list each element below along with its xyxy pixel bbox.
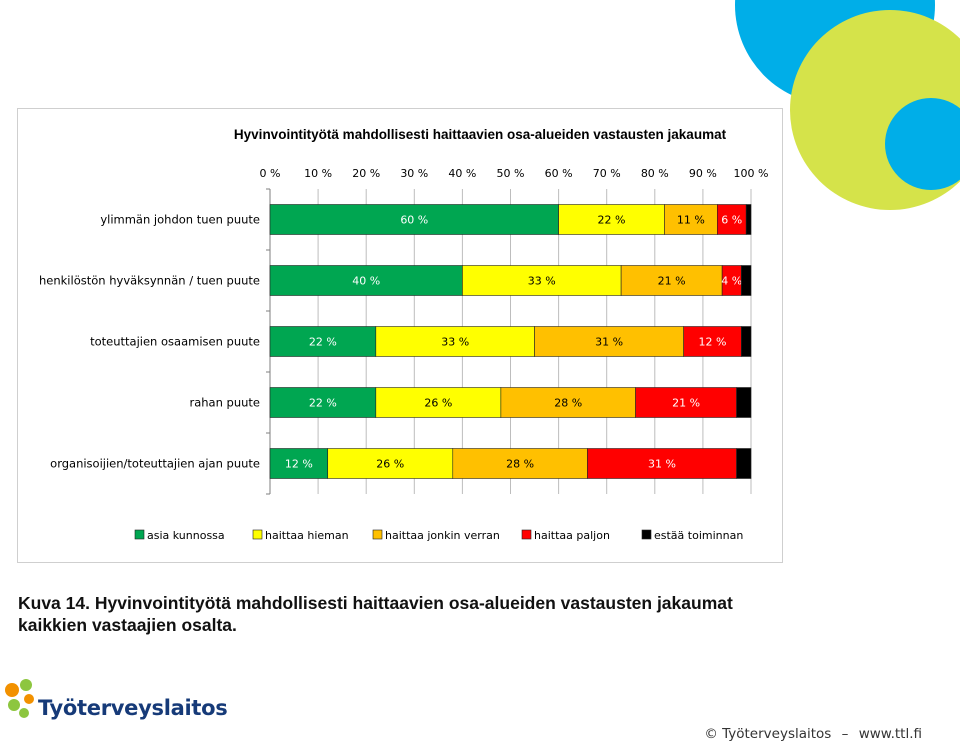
category-label: toteuttajien osaamisen puute — [90, 335, 260, 349]
bar-segment — [269, 387, 377, 418]
legend-swatch — [134, 529, 145, 540]
chart-title: Hyvinvointityötä mahdollisesti haittaavi… — [234, 127, 727, 142]
legend-swatch — [252, 529, 263, 540]
legend-label: haittaa jonkin verran — [385, 529, 500, 542]
data-label: 22 % — [309, 336, 337, 349]
decorative-blue-circle-front — [885, 98, 960, 190]
bar-segment — [587, 448, 737, 479]
bar-segment — [736, 448, 752, 479]
data-label: 22 % — [598, 214, 626, 227]
x-tick-label: 50 % — [497, 167, 525, 180]
bar-segment — [620, 265, 723, 296]
data-label: 11 % — [677, 214, 705, 227]
x-tick-label: 60 % — [545, 167, 573, 180]
data-label: 33 % — [441, 336, 469, 349]
data-label: 4 % — [721, 275, 742, 288]
x-tick-label: 90 % — [689, 167, 717, 180]
data-label: 22 % — [309, 397, 337, 410]
data-label: 21 % — [672, 397, 700, 410]
category-label: organisoijien/toteuttajien ajan puute — [50, 457, 260, 471]
data-label: 26 % — [424, 397, 452, 410]
bar-segment — [741, 265, 752, 296]
x-tick-label: 70 % — [593, 167, 621, 180]
data-label: 60 % — [400, 214, 428, 227]
figure-caption: Kuva 14. Hyvinvointityötä mahdollisesti … — [18, 592, 818, 636]
bar-segment — [635, 387, 737, 418]
data-label: 33 % — [528, 275, 556, 288]
legend-label: estää toiminnan — [654, 529, 743, 542]
data-label: 28 % — [506, 458, 534, 471]
x-tick-label: 10 % — [304, 167, 332, 180]
legend-label: asia kunnossa — [147, 529, 225, 542]
logo-text: Työterveyslaitos — [38, 696, 228, 720]
data-label: 26 % — [376, 458, 404, 471]
caption-line-2: kaikkien vastaajien osalta. — [18, 615, 237, 635]
x-tick-label: 30 % — [400, 167, 428, 180]
bar-segment — [736, 387, 752, 418]
bar-segment — [558, 204, 665, 235]
data-label: 28 % — [554, 397, 582, 410]
footer-website-link[interactable]: www.ttl.fi — [858, 726, 922, 742]
data-label: 40 % — [352, 275, 380, 288]
x-tick-label: 100 % — [734, 167, 769, 180]
ttl-logo: Työterveyslaitos — [2, 675, 228, 745]
legend-swatch — [641, 529, 652, 540]
bar-segment — [745, 204, 752, 235]
x-tick-label: 40 % — [448, 167, 476, 180]
x-tick-label: 0 % — [260, 167, 281, 180]
bar-segment — [452, 448, 588, 479]
data-label: 21 % — [658, 275, 686, 288]
footer: © Työterveyslaitos – www.ttl.fi — [704, 726, 922, 742]
category-label: ylimmän johdon tuen puute — [100, 213, 260, 227]
bar-segment — [269, 265, 463, 296]
ttl-logo-icon — [5, 679, 34, 718]
bar-segment — [534, 326, 684, 357]
bar-segment — [327, 448, 454, 479]
data-label: 12 % — [699, 336, 727, 349]
bar-segment — [269, 448, 329, 479]
footer-dash: – — [841, 726, 849, 742]
x-tick-label: 80 % — [641, 167, 669, 180]
legend-swatch — [372, 529, 383, 540]
category-label: rahan puute — [189, 396, 260, 410]
data-label: 31 % — [648, 458, 676, 471]
bar-segment — [741, 326, 752, 357]
legend-label: haittaa hieman — [265, 529, 349, 542]
bar-segment — [462, 265, 622, 296]
legend-swatch — [521, 529, 532, 540]
stacked-bar-chart: Hyvinvointityötä mahdollisesti haittaavi… — [39, 127, 769, 542]
category-label: henkilöstön hyväksynnän / tuen puute — [39, 274, 260, 288]
data-label: 31 % — [595, 336, 623, 349]
x-tick-label: 20 % — [352, 167, 380, 180]
bar-segment — [269, 326, 377, 357]
data-label: 12 % — [285, 458, 313, 471]
data-label: 6 % — [721, 214, 742, 227]
bar-segment — [500, 387, 636, 418]
bar-segment — [375, 387, 502, 418]
chart-container: Hyvinvointityötä mahdollisesti haittaavi… — [17, 108, 783, 563]
caption-line-1: Kuva 14. Hyvinvointityötä mahdollisesti … — [18, 593, 733, 613]
legend-label: haittaa paljon — [534, 529, 610, 542]
footer-copyright: © Työterveyslaitos — [704, 726, 832, 742]
bar-segment — [664, 204, 718, 235]
bar-segment — [717, 204, 747, 235]
